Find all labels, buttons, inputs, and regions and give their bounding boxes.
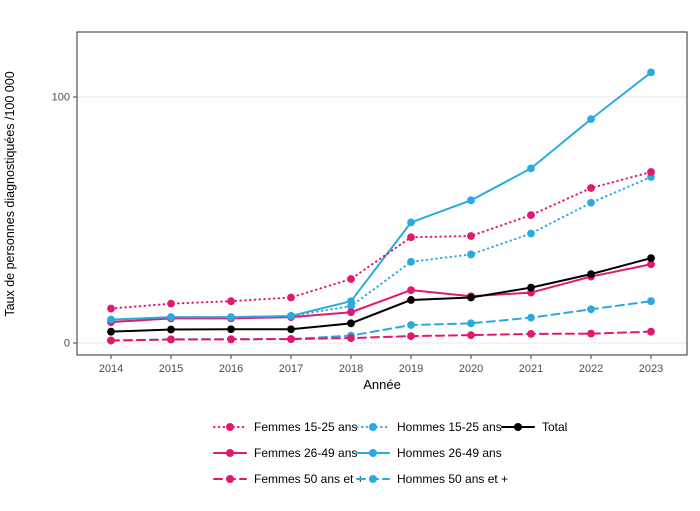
legend-key-solid-icon [501,423,535,431]
series-point-hommes-50-ans-et-2023 [647,297,655,306]
legend-item-femmes-26-49-ans: Femmes 26-49 ans [213,445,357,461]
legend-label: Hommes 15-25 ans [397,420,502,434]
x-tick-label: 2015 [159,363,183,375]
series-point-hommes-26-49-ans-2016 [227,313,235,322]
legend-label: Femmes 26-49 ans [254,446,358,460]
legend-item-femmes-50-ans-et: Femmes 50 ans et + [213,471,364,487]
panel-border [76,31,688,356]
series-point-femmes-50-ans-et-2016 [227,335,235,344]
y-axis-title: Taux de personnes diagnostiquées /100 00… [3,71,17,317]
x-tick-label: 2019 [399,363,423,375]
series-point-femmes-26-49-ans-2019 [407,286,415,295]
x-tick-label: 2014 [99,363,123,375]
legend-key-dotted-icon [356,423,390,431]
series-point-femmes-15-25-ans-2023 [647,168,655,176]
series-point-femmes-15-25-ans-2022 [587,184,595,192]
y-tick-label: 0 [64,338,70,350]
series-point-hommes-50-ans-et-2021 [527,313,535,322]
x-tick-label: 2018 [339,363,363,375]
legend-label: Total [542,420,568,434]
series-point-femmes-26-49-ans-2023 [647,260,655,269]
series-point-femmes-50-ans-et-2021 [527,329,535,338]
series-point-hommes-26-49-ans-2014 [107,315,115,324]
legend-key-dotted-icon [213,423,247,431]
series-point-total-2021 [527,283,535,292]
series-line-femmes-15-25-ans [110,171,652,310]
legend-item-hommes-15-25-ans: Hommes 15-25 ans [356,419,502,435]
x-tick-label: 2023 [639,363,663,375]
legend-item-total: Total [501,419,567,435]
x-tick-label: 2022 [579,363,603,375]
legend-key-solid-icon [356,449,390,457]
series-point-femmes-15-25-ans-2014 [107,304,115,313]
x-axis-title: Année [363,377,401,392]
series-point-femmes-50-ans-et-2015 [167,335,175,344]
legend-key-dashed-icon [356,475,390,483]
series-point-hommes-15-25-ans-2022 [587,198,595,207]
y-tick-label: 100 [52,92,70,104]
series-point-femmes-26-49-ans-2018 [347,308,355,317]
series-point-total-2017 [287,325,295,334]
series-point-total-2023 [647,254,655,263]
series-point-femmes-50-ans-et-2022 [587,329,595,338]
legend-label: Femmes 50 ans et + [254,472,364,486]
series-point-femmes-50-ans-et-2014 [107,336,115,345]
series-point-femmes-50-ans-et-2020 [467,331,475,340]
legend-item-femmes-15-25-ans: Femmes 15-25 ans [213,419,357,435]
series-point-hommes-26-49-ans-2021 [527,164,535,173]
series-point-femmes-15-25-ans-2017 [287,293,295,302]
series-line-femmes-26-49-ans [110,263,652,324]
series-point-femmes-15-25-ans-2021 [527,211,535,219]
series-point-hommes-26-49-ans-2017 [287,312,295,320]
series-point-hommes-26-49-ans-2022 [587,115,595,124]
series-point-femmes-15-25-ans-2018 [347,275,355,283]
legend-item-hommes-50-ans-et: Hommes 50 ans et + [356,471,508,487]
series-point-femmes-50-ans-et-2018 [347,334,355,342]
legend-key-dashed-icon [213,475,247,483]
x-tick-label: 2021 [519,363,543,375]
series-point-hommes-26-49-ans-2020 [467,196,475,205]
series-point-total-2018 [347,319,355,328]
series-line-femmes-50-ans-et [110,330,652,342]
series-line-total [110,257,652,333]
series-point-hommes-26-49-ans-2019 [407,218,415,227]
series-point-total-2014 [107,327,115,336]
series-point-hommes-15-25-ans-2020 [467,250,475,259]
x-tick-label: 2017 [279,363,303,375]
series-point-total-2015 [167,325,175,334]
series-line-hommes-26-49-ans [110,71,652,321]
chart-legend: Femmes 15-25 ans Femmes 26-49 ans Femmes 5… [0,413,700,498]
series-point-hommes-26-49-ans-2018 [347,297,355,306]
series-point-femmes-50-ans-et-2023 [647,327,655,336]
legend-label: Hommes 26-49 ans [397,446,502,460]
series-point-hommes-50-ans-et-2022 [587,305,595,314]
series-point-femmes-15-25-ans-2020 [467,232,475,240]
series-line-hommes-15-25-ans [110,175,652,321]
series-point-femmes-50-ans-et-2019 [407,332,415,341]
legend-key-solid-icon [213,449,247,457]
series-point-hommes-50-ans-et-2020 [467,319,475,328]
chart-plot-area: 0 100 2014 2015 2016 2017 2018 2019 2020 2021 2022… [52,31,688,375]
series-point-femmes-15-25-ans-2019 [407,233,415,242]
series-point-total-2019 [407,296,415,304]
series-point-hommes-15-25-ans-2019 [407,257,415,266]
series-point-femmes-50-ans-et-2017 [287,335,295,343]
legend-item-hommes-26-49-ans: Hommes 26-49 ans [356,445,502,461]
series-point-total-2022 [587,270,595,279]
series-point-hommes-26-49-ans-2023 [647,68,655,77]
legend-label: Hommes 50 ans et + [397,472,509,486]
x-tick-label: 2016 [219,363,243,375]
x-tick-label: 2020 [459,363,483,375]
series-point-hommes-26-49-ans-2015 [167,313,175,322]
legend-label: Femmes 15-25 ans [254,420,358,434]
series-point-total-2016 [227,325,235,334]
series-point-hommes-15-25-ans-2021 [527,229,535,238]
series-point-femmes-15-25-ans-2015 [167,299,175,308]
series-point-total-2020 [467,293,475,302]
series-point-hommes-50-ans-et-2019 [407,321,415,329]
series-point-femmes-15-25-ans-2016 [227,297,235,306]
